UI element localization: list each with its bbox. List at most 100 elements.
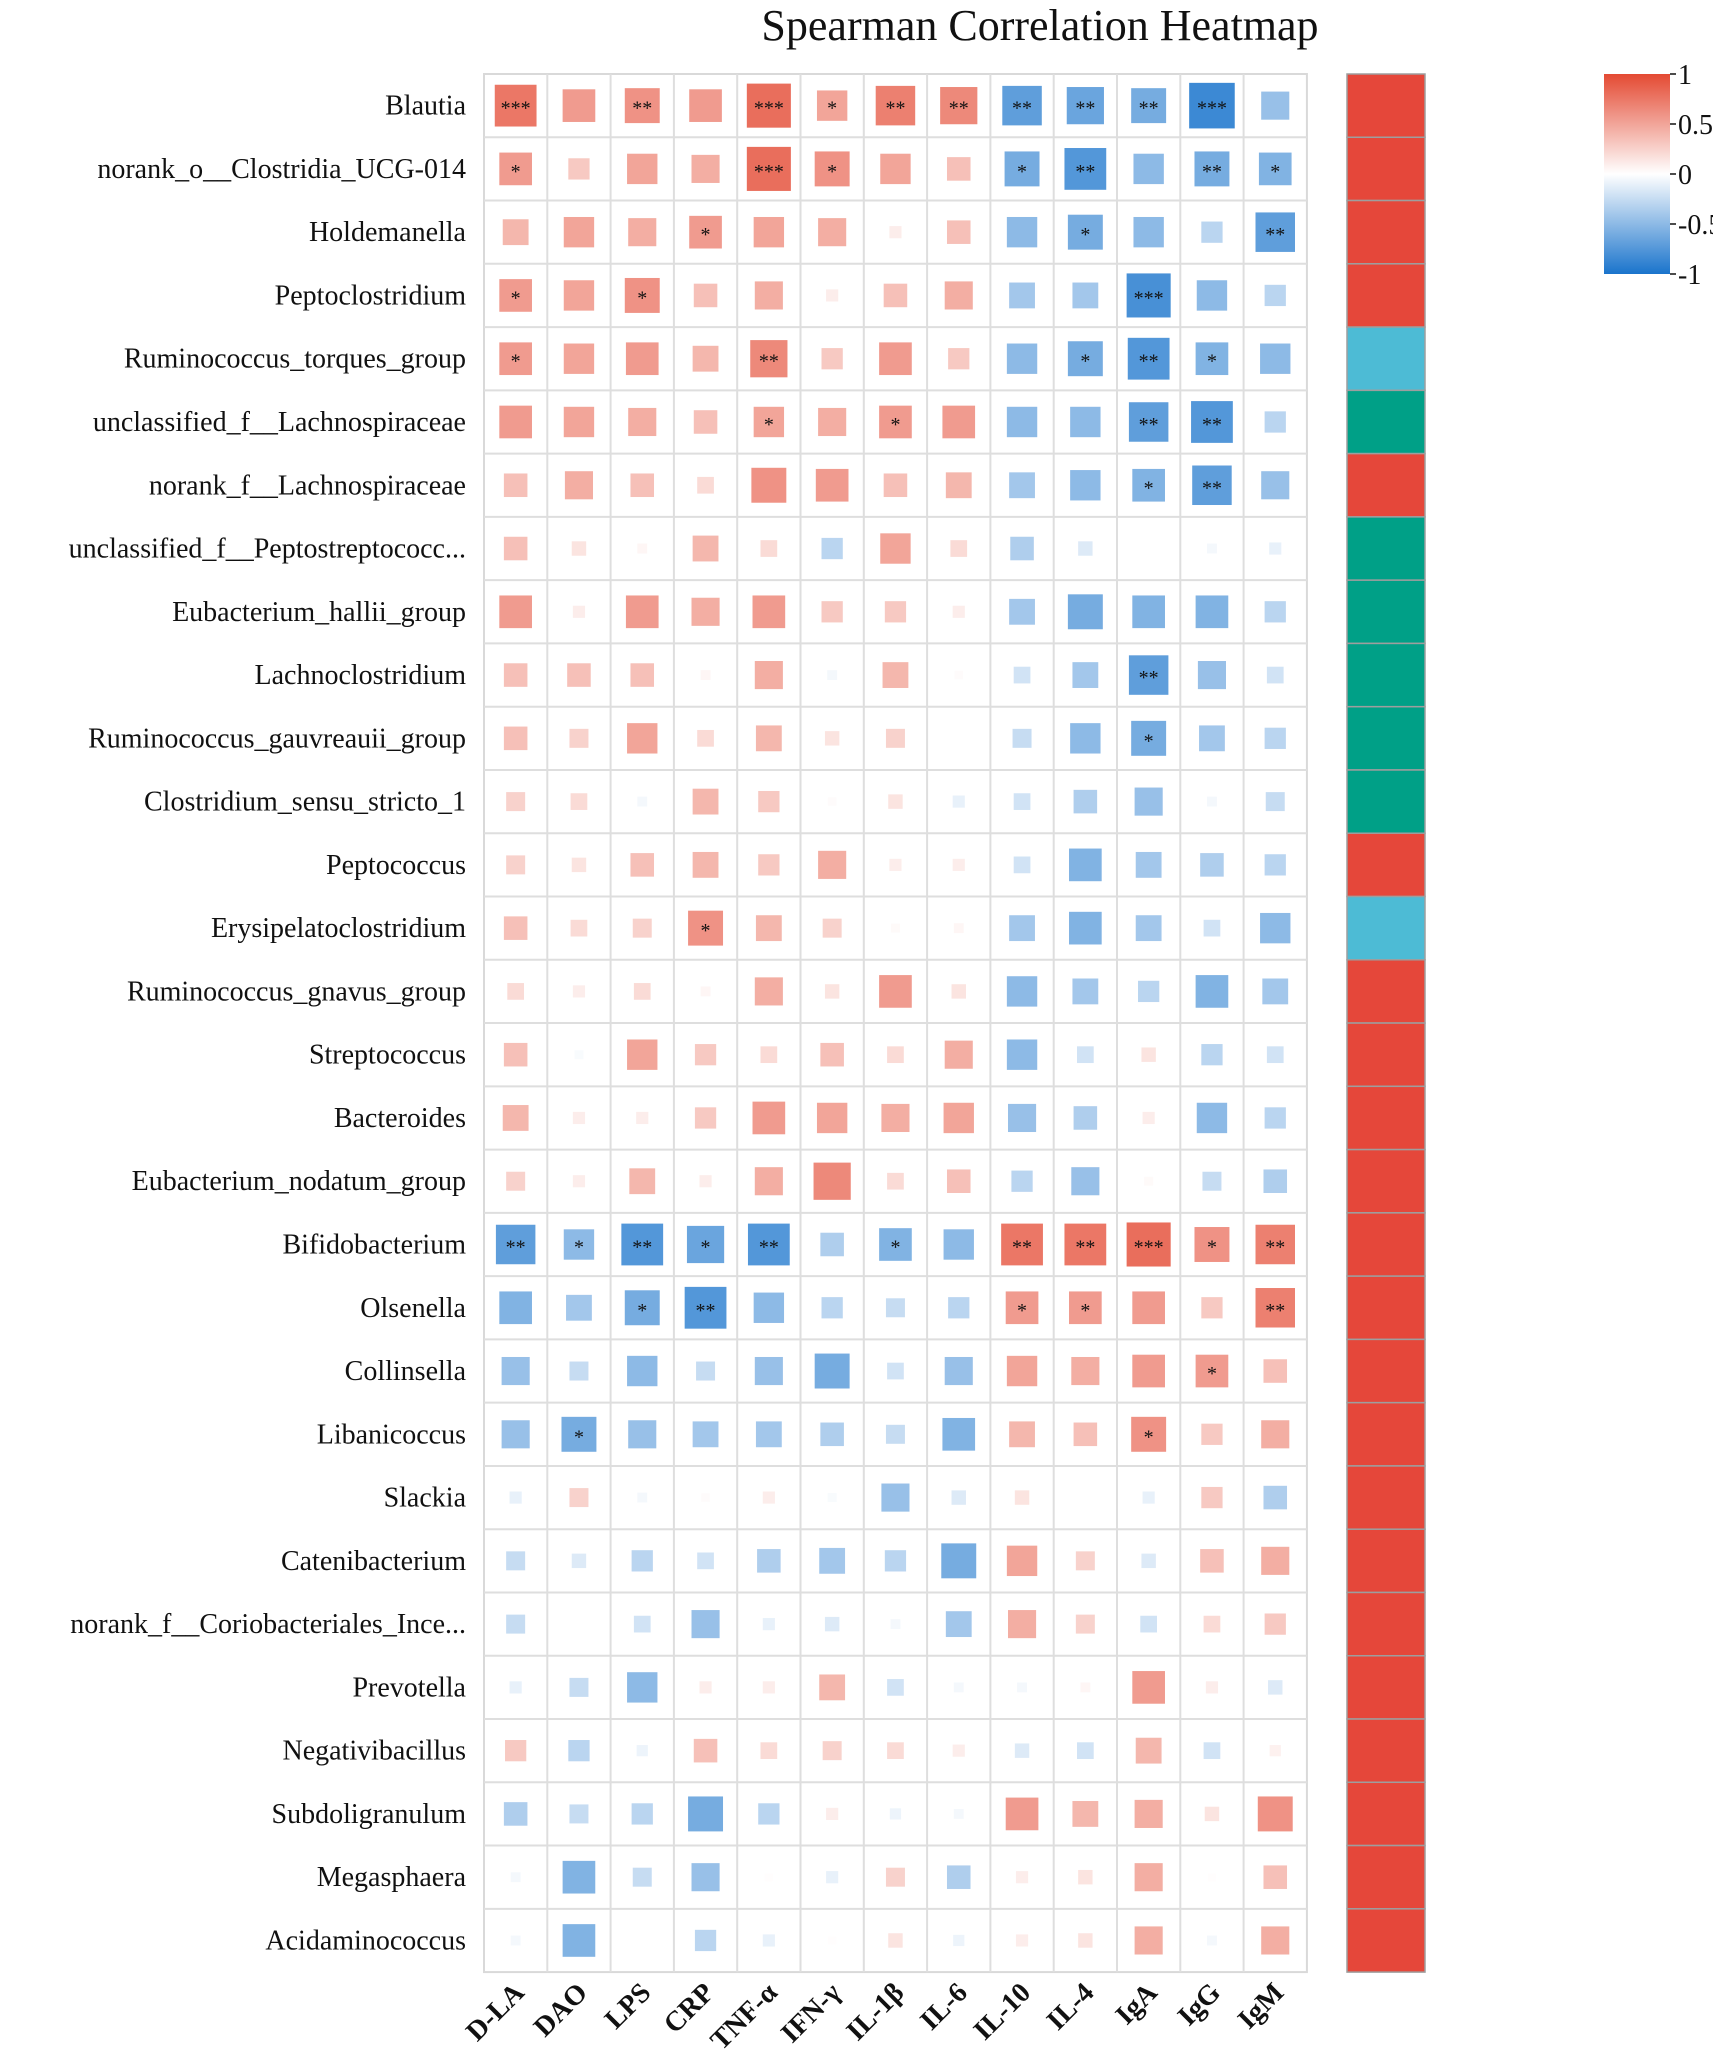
row-label: Acidaminococcus — [265, 1925, 466, 1956]
chart-title: Spearman Correlation Heatmap — [761, 1, 1318, 50]
heatmap-cell — [1127, 337, 1170, 380]
column-label: IL-10 — [968, 1977, 1037, 2046]
heatmap-cell — [1133, 216, 1164, 248]
heatmap-cell — [562, 89, 596, 122]
heatmap-cell — [699, 1681, 712, 1694]
heatmap-cell — [754, 1167, 783, 1196]
heatmap-cell — [1264, 284, 1286, 307]
heatmap-cell — [883, 473, 908, 498]
heatmap-cell — [879, 1228, 912, 1261]
heatmap-cell — [636, 1111, 649, 1125]
heatmap-cell — [1071, 1167, 1100, 1196]
heatmap-cell — [570, 793, 588, 810]
heatmap-cell — [752, 595, 786, 629]
heatmap-cell — [572, 1111, 586, 1125]
heatmap-cell — [1131, 1416, 1167, 1452]
heatmap-cell — [1004, 151, 1040, 187]
heatmap-cell — [953, 923, 964, 934]
heatmap-cell — [636, 1745, 648, 1757]
heatmap-cell — [1132, 595, 1165, 629]
column-label: LPS — [599, 1977, 657, 2035]
heatmap-cell — [621, 1223, 664, 1266]
heatmap-cell — [569, 1804, 589, 1824]
heatmap-cell — [1195, 1354, 1229, 1388]
row-label: Bacteroides — [334, 1103, 466, 1134]
heatmap-cell — [1006, 216, 1038, 248]
heatmap-cell — [499, 342, 532, 376]
row-group-cell — [1346, 895, 1426, 961]
heatmap-cell — [1201, 1423, 1223, 1445]
heatmap-cell — [953, 1682, 964, 1693]
heatmap-cell — [944, 1040, 973, 1069]
heatmap-cell — [760, 1742, 778, 1760]
significance-mark: * — [701, 1236, 711, 1258]
heatmap-cell — [952, 858, 965, 871]
heatmap-cell — [1131, 720, 1167, 756]
legend-tick-label: -1 — [1678, 260, 1701, 291]
heatmap-cell — [822, 1741, 842, 1761]
heatmap-cell — [821, 537, 843, 560]
significance-mark: * — [637, 287, 647, 309]
heatmap-cell — [946, 157, 971, 181]
row-label: Collinsella — [345, 1356, 467, 1387]
heatmap-cell — [1009, 1421, 1035, 1448]
heatmap-cell — [633, 983, 651, 1000]
heatmap-cell — [499, 405, 532, 439]
row-group-cell — [1346, 1085, 1426, 1151]
heatmap-cell — [637, 1492, 648, 1503]
row-label: Peptoclostridium — [275, 280, 467, 311]
heatmap-cell — [758, 1803, 780, 1825]
heatmap-cell — [506, 1614, 526, 1634]
heatmap-cell — [885, 1298, 905, 1318]
heatmap-cell — [1140, 1615, 1158, 1633]
column-label: IL-1β — [841, 1977, 911, 2047]
heatmap-cell — [624, 277, 660, 313]
heatmap-cell — [563, 343, 595, 374]
heatmap-cell — [1014, 1490, 1030, 1505]
heatmap-cell — [1133, 153, 1164, 185]
significance-mark: ** — [885, 98, 905, 120]
heatmap-cell — [689, 215, 722, 249]
heatmap-cell — [624, 88, 660, 124]
row-group-cell — [1346, 136, 1426, 202]
heatmap-cell — [1067, 341, 1103, 377]
heatmap-cell — [750, 340, 788, 378]
row-label: Eubacterium_nodatum_group — [132, 1166, 466, 1197]
row-group-cell — [1346, 1844, 1426, 1910]
heatmap-cell — [1263, 1485, 1288, 1510]
heatmap-cell — [692, 788, 719, 815]
significance-mark: * — [1080, 1300, 1090, 1322]
heatmap-cell — [563, 280, 595, 311]
heatmap-cell — [760, 1046, 778, 1064]
heatmap-cell — [684, 1286, 727, 1329]
heatmap-cell — [1263, 1169, 1288, 1193]
heatmap-cell — [950, 540, 968, 557]
significance-mark: ** — [1265, 1236, 1285, 1258]
significance-mark: * — [1144, 477, 1154, 499]
heatmap-cell — [1261, 1926, 1290, 1955]
heatmap-cell — [875, 85, 916, 126]
heatmap-cell — [1135, 915, 1162, 942]
heatmap-cell — [693, 1738, 718, 1763]
heatmap-cell — [1015, 1871, 1029, 1884]
heatmap-cell — [696, 1361, 716, 1381]
heatmap-cell — [1006, 1039, 1038, 1070]
heatmap-cell — [1202, 1171, 1222, 1191]
significance-mark: * — [701, 224, 711, 246]
heatmap-cell — [945, 1611, 972, 1638]
heatmap-cell — [940, 87, 978, 125]
heatmap-cell — [755, 1421, 782, 1448]
heatmap-cell — [1064, 148, 1107, 190]
heatmap-cell — [686, 1225, 725, 1264]
heatmap-cell — [1135, 851, 1162, 878]
heatmap-cell — [568, 1740, 590, 1762]
heatmap-cell — [570, 919, 588, 937]
row-group-cell — [1346, 1465, 1426, 1530]
heatmap-cell — [1075, 1614, 1095, 1634]
significance-mark: *** — [754, 161, 784, 183]
heatmap-cell — [1201, 1297, 1223, 1319]
heatmap-cell — [637, 796, 648, 807]
row-group-bar — [1346, 73, 1426, 1973]
heatmap-cell — [1189, 82, 1235, 129]
significance-mark: * — [827, 98, 837, 120]
